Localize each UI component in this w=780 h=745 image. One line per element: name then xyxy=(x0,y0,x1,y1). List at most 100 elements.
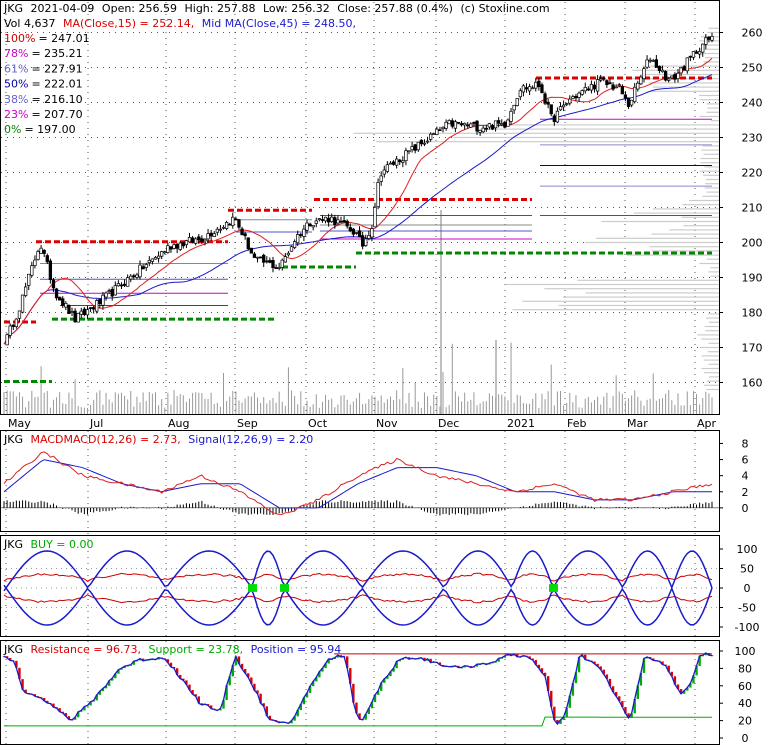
position-bar xyxy=(166,659,170,663)
volume-profile-bar xyxy=(651,250,719,252)
candle-body xyxy=(262,254,266,263)
support-line xyxy=(4,716,712,727)
volume-profile-bar xyxy=(699,115,719,118)
candle-body xyxy=(190,237,195,243)
volume-profile-bar xyxy=(703,359,719,361)
candle-body xyxy=(639,76,643,85)
candle-body xyxy=(633,86,637,103)
candle-body xyxy=(410,146,414,151)
volume-profile-bar xyxy=(701,355,719,357)
volume-profile-bar xyxy=(702,44,719,46)
position-bar xyxy=(630,713,633,718)
candle-body xyxy=(626,97,631,107)
candle-body xyxy=(314,220,318,224)
candle-body xyxy=(679,67,683,74)
position-bar xyxy=(318,671,321,678)
ma15-line xyxy=(3,57,713,345)
position-bar xyxy=(253,683,256,691)
candle-body xyxy=(710,36,714,41)
position-bar xyxy=(237,656,241,664)
position-bar xyxy=(605,674,609,679)
volume-profile-bar xyxy=(708,27,719,29)
fib-level-label: 50% = 222.01 xyxy=(4,78,83,91)
candle-body xyxy=(568,98,572,104)
candle-body xyxy=(237,219,241,228)
fib-value: = 216.10 xyxy=(31,93,82,106)
candle-body xyxy=(663,71,668,81)
candle-body xyxy=(394,158,399,166)
position-bar xyxy=(98,691,102,695)
candle-body xyxy=(459,123,464,126)
position-bar xyxy=(33,694,37,697)
position-bar xyxy=(111,678,114,681)
candle-body xyxy=(670,75,674,79)
volume-profile-bar xyxy=(644,73,719,76)
price-tick-label: 200 xyxy=(742,237,763,250)
candle-body xyxy=(509,110,513,122)
candle-body xyxy=(484,127,488,130)
position-bar xyxy=(339,655,343,658)
candle-body xyxy=(382,169,386,175)
position-bar xyxy=(290,720,293,724)
candle-body xyxy=(425,140,430,143)
candle-body xyxy=(429,133,433,140)
price-tick-label: 220 xyxy=(742,167,763,180)
fib-value: = 197.00 xyxy=(24,123,75,136)
candle-body xyxy=(398,159,402,163)
position-bar xyxy=(138,658,142,661)
candle-body xyxy=(255,256,260,259)
candle-body xyxy=(707,36,711,40)
position-bar xyxy=(639,672,643,686)
fib-level-label: 100% = 247.01 xyxy=(4,32,90,45)
volume-profile-bar xyxy=(682,204,719,206)
candle-body xyxy=(274,267,278,269)
candle-body xyxy=(268,260,272,263)
candle-body xyxy=(493,120,498,129)
volume-profile-bar xyxy=(707,31,719,34)
candle-body xyxy=(608,82,612,85)
price-tick-label: 260 xyxy=(742,27,763,40)
volume-profile-bar xyxy=(562,296,719,298)
candle-body xyxy=(308,223,312,226)
position-bar xyxy=(577,657,581,673)
candle-body xyxy=(333,217,337,226)
position-bar xyxy=(596,663,599,667)
candle-body xyxy=(574,95,578,99)
volume-profile-bar xyxy=(704,187,719,189)
candle-body xyxy=(231,216,235,226)
position-bar xyxy=(58,708,61,712)
position-bar xyxy=(516,654,519,657)
candle-body xyxy=(614,86,618,89)
candle-body xyxy=(5,334,9,346)
month-label: Nov xyxy=(376,417,398,430)
price-candles xyxy=(5,32,714,346)
candle-body xyxy=(441,126,445,129)
candle-body xyxy=(76,312,80,323)
position-bar xyxy=(531,658,534,660)
position-bar xyxy=(46,700,49,703)
volume-profile-bar xyxy=(669,229,719,231)
position-bar xyxy=(373,694,377,703)
fib-pct: 38% xyxy=(4,93,28,106)
candle-body xyxy=(379,175,383,182)
candle-body xyxy=(432,133,436,136)
candle-body xyxy=(531,87,535,90)
month-axis-ticks: May Jul Aug Sep Oct Nov Dec 2021 Feb Mar Apr xyxy=(8,417,717,430)
volume-profile-bar xyxy=(688,199,719,202)
position-bar xyxy=(95,694,98,701)
candle-body xyxy=(79,310,83,315)
candle-body xyxy=(623,94,628,99)
position-bar xyxy=(692,675,695,684)
price-tick-label: 240 xyxy=(742,97,763,110)
position-bar xyxy=(469,666,473,668)
position-bar xyxy=(77,711,80,718)
volume-profile-bar xyxy=(649,246,719,248)
position-bar xyxy=(200,703,204,705)
position-bar xyxy=(546,676,550,691)
candle-body xyxy=(48,260,53,280)
candle-body xyxy=(23,286,28,296)
candle-body xyxy=(160,251,164,257)
position-bar xyxy=(352,683,355,703)
buy-signal-marker xyxy=(248,584,257,592)
buy-tick-label: -50 xyxy=(738,602,756,615)
